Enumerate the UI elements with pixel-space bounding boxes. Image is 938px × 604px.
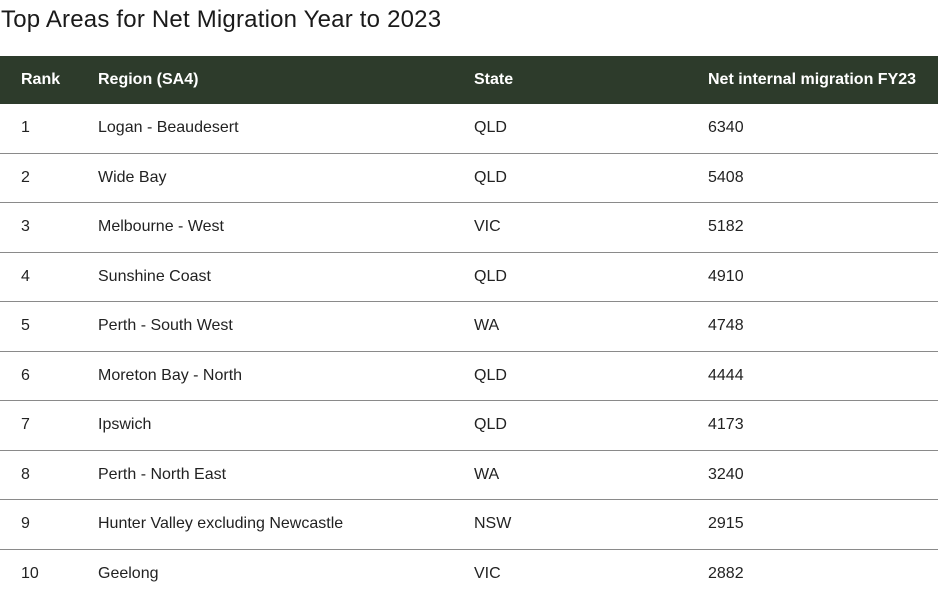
- cell-rank: 2: [21, 168, 30, 186]
- cell-rank: 9: [21, 515, 30, 533]
- table-row: 5 Perth - South West WA 4748: [0, 302, 938, 351]
- cell-net-migration: 2915: [708, 515, 744, 533]
- cell-region: Melbourne - West: [98, 218, 224, 236]
- table-row: 3 Melbourne - West VIC 5182: [0, 203, 938, 252]
- cell-state: NSW: [474, 515, 512, 533]
- cell-net-migration: 4444: [708, 366, 744, 384]
- cell-region: Ipswich: [98, 416, 152, 434]
- table-row: 1 Logan - Beaudesert QLD 6340: [0, 104, 938, 153]
- column-header-state: State: [474, 71, 514, 88]
- page-title: Top Areas for Net Migration Year to 2023: [1, 6, 442, 33]
- cell-rank: 10: [21, 564, 39, 582]
- cell-rank: 8: [21, 465, 30, 483]
- cell-region: Moreton Bay - North: [98, 366, 243, 384]
- cell-state: QLD: [474, 416, 507, 434]
- cell-state: QLD: [474, 366, 507, 384]
- cell-state: WA: [474, 465, 500, 483]
- table-header: Rank Region (SA4) State Net internal mig…: [0, 56, 938, 104]
- table-body: 1 Logan - Beaudesert QLD 6340 2 Wide Bay QLD 54…: [0, 104, 938, 598]
- cell-region: Logan - Beaudesert: [98, 119, 239, 137]
- cell-state: QLD: [474, 119, 507, 137]
- cell-net-migration: 2882: [708, 564, 744, 582]
- cell-state: QLD: [474, 267, 507, 285]
- cell-net-migration: 6340: [708, 119, 744, 137]
- column-header-region: Region (SA4): [98, 71, 199, 88]
- column-header-rank: Rank: [21, 71, 61, 88]
- cell-region: Perth - South West: [98, 317, 233, 335]
- cell-net-migration: 5408: [708, 168, 744, 186]
- table-row: 2 Wide Bay QLD 5408: [0, 153, 938, 203]
- migration-table: Rank Region (SA4) State Net internal mig…: [0, 56, 938, 598]
- table-row: 6 Moreton Bay - North QLD 4444: [0, 351, 938, 401]
- table-header-row: Rank Region (SA4) State Net internal mig…: [0, 56, 938, 104]
- cell-net-migration: 5182: [708, 218, 744, 236]
- table-row: 4 Sunshine Coast QLD 4910: [0, 252, 938, 302]
- cell-rank: 7: [21, 416, 30, 434]
- cell-state: VIC: [474, 218, 501, 236]
- cell-rank: 3: [21, 218, 30, 236]
- table-row: 10 Geelong VIC 2882: [0, 549, 938, 598]
- cell-rank: 1: [21, 119, 30, 137]
- cell-net-migration: 3240: [708, 465, 744, 483]
- cell-state: QLD: [474, 168, 507, 186]
- cell-state: WA: [474, 317, 500, 335]
- cell-net-migration: 4173: [708, 416, 744, 434]
- table-row: 9 Hunter Valley excluding Newcastle NSW 291…: [0, 500, 938, 549]
- cell-region: Geelong: [98, 564, 159, 582]
- table-row: 7 Ipswich QLD 4173: [0, 401, 938, 450]
- cell-net-migration: 4910: [708, 267, 744, 285]
- cell-rank: 6: [21, 366, 30, 384]
- cell-rank: 4: [21, 267, 30, 285]
- cell-region: Wide Bay: [98, 168, 167, 186]
- table-row: 8 Perth - North East WA 3240: [0, 450, 938, 500]
- cell-net-migration: 4748: [708, 317, 744, 335]
- cell-state: VIC: [474, 564, 501, 582]
- cell-rank: 5: [21, 317, 30, 335]
- column-header-net-migration: Net internal migration FY23: [708, 71, 917, 88]
- cell-region: Sunshine Coast: [98, 267, 211, 285]
- cell-region: Perth - North East: [98, 465, 227, 483]
- cell-region: Hunter Valley excluding Newcastle: [98, 515, 344, 533]
